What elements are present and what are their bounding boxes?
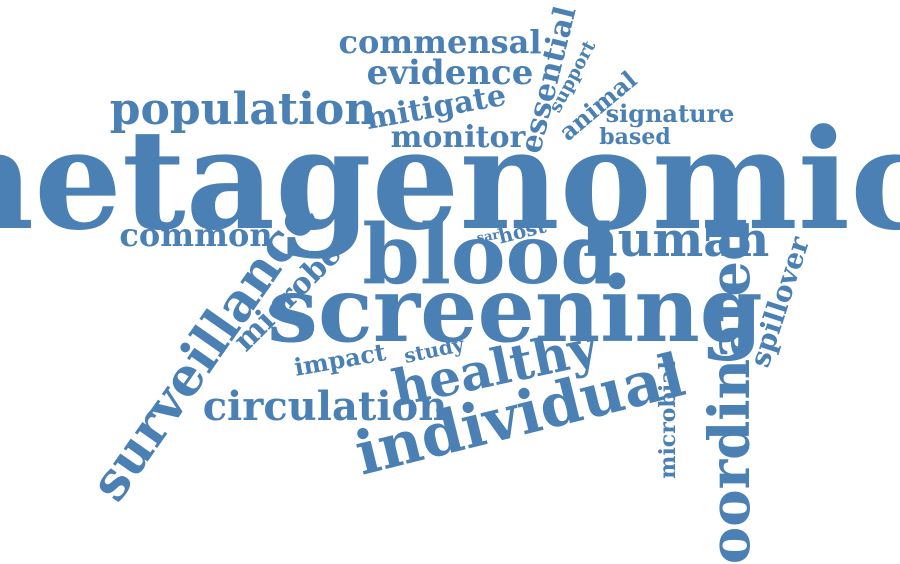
word-commensal: commensal bbox=[338, 23, 542, 61]
word-blood: blood bbox=[362, 207, 618, 303]
word-metagenomics: metagenomics bbox=[0, 98, 900, 261]
word-circulation: circulation bbox=[202, 383, 448, 430]
word-human: human bbox=[582, 212, 770, 268]
word-sar: sar bbox=[475, 227, 501, 247]
word-monitor: monitor bbox=[390, 120, 526, 155]
word-signature: signature bbox=[605, 99, 735, 128]
word-coordinated: coordinated bbox=[697, 221, 763, 564]
word-population: population bbox=[109, 84, 377, 135]
word-evidence: evidence bbox=[366, 53, 534, 93]
word-screening: screening bbox=[267, 257, 763, 363]
word-microbial: microbial bbox=[655, 361, 681, 479]
word-common: common bbox=[119, 216, 273, 254]
word-based: based bbox=[599, 124, 671, 150]
